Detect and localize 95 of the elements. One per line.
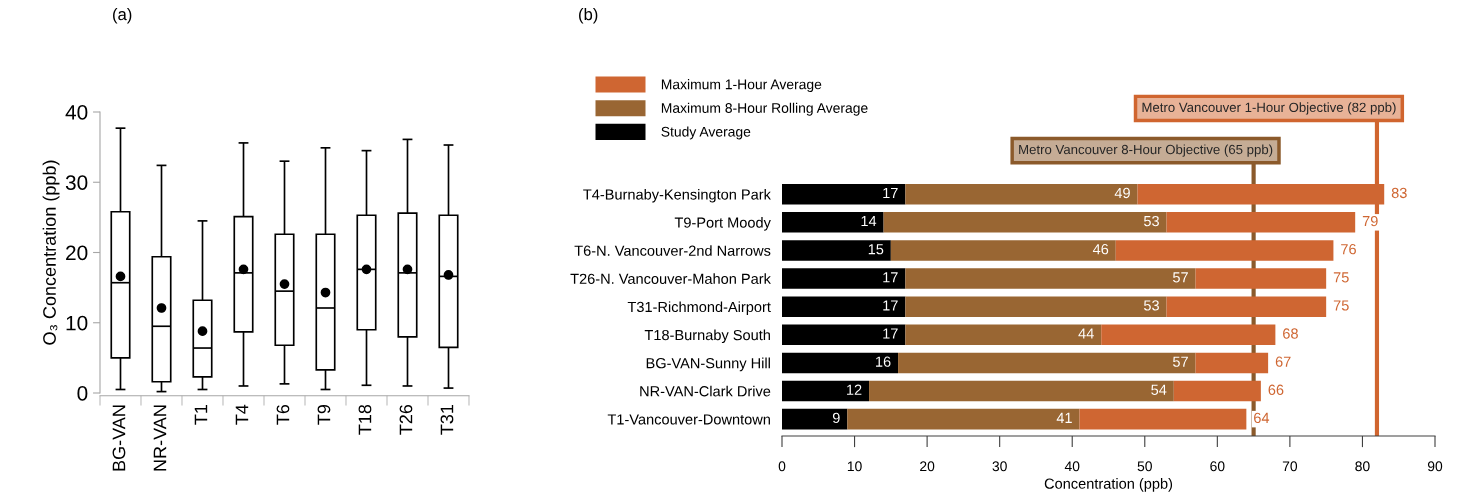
- bar: [847, 408, 1080, 430]
- bar: [898, 352, 1196, 374]
- legend-label: Study Average: [661, 126, 751, 140]
- annotation: 49: [1114, 187, 1130, 199]
- bar: [905, 183, 1138, 205]
- y-tick-label: BG-VAN-Sunny Hill: [646, 357, 770, 372]
- y-tick-label: T18-Burnaby South: [644, 329, 770, 344]
- x-tick-label: 40: [1064, 461, 1080, 472]
- annotation: 57: [1172, 356, 1188, 367]
- data-label: 14: [861, 216, 877, 227]
- annotation: 41: [1056, 412, 1072, 423]
- x-tick-label: 70: [1282, 461, 1298, 472]
- x-tick-label: T1: [194, 404, 208, 425]
- data-label: 17: [883, 272, 898, 283]
- x-tick-label: T18: [358, 404, 372, 435]
- bar: [782, 240, 891, 261]
- y-tick-label: T4-Burnaby-Kensington Park: [583, 188, 771, 203]
- annotation: 53: [1143, 300, 1159, 311]
- bar: [905, 296, 1167, 317]
- total-label: 76: [1341, 244, 1356, 255]
- x-tick-label: T4: [235, 404, 249, 425]
- bar: [1173, 380, 1261, 402]
- bar: [1115, 240, 1334, 261]
- x-tick-label: 10: [847, 461, 862, 472]
- total-label: 75: [1333, 300, 1349, 311]
- bar: [782, 212, 884, 233]
- y-axis-title: O₃ Concentration (ppb): [42, 160, 60, 345]
- bar: [782, 324, 906, 346]
- x-tick-label: T6: [276, 404, 290, 425]
- data-label: 9: [832, 412, 840, 424]
- x-tick-label: 0: [778, 461, 786, 472]
- bar: [782, 183, 906, 205]
- bar: [782, 296, 906, 317]
- total-label: 67: [1275, 356, 1291, 367]
- bar: [869, 380, 1174, 402]
- bar: [782, 268, 906, 289]
- y-tick-label: T6-N. Vancouver-2nd Narrows: [574, 245, 771, 256]
- legend-label: Maximum 8-Hour Rolling Average: [661, 102, 868, 116]
- ref-line-label: Metro Vancouver 1-Hour Objective (82 ppb): [1142, 102, 1396, 115]
- x-tick-label: BG-VAN: [112, 405, 126, 471]
- annotation: 54: [1151, 384, 1167, 395]
- x-tick-label: T9: [317, 404, 331, 425]
- data-label: 17: [883, 300, 898, 311]
- text: (b): [579, 8, 598, 24]
- bar: [883, 212, 1167, 233]
- bar: [1079, 408, 1247, 430]
- x-tick-label: 60: [1210, 461, 1225, 472]
- total-label: 64: [1254, 412, 1270, 424]
- bar: [890, 240, 1116, 261]
- bar: [905, 268, 1196, 289]
- y-tick-label: 40: [65, 105, 88, 120]
- bar: [905, 324, 1102, 346]
- bar: [1195, 268, 1327, 289]
- bar: [1195, 352, 1269, 374]
- x-axis-title: Concentration (ppb): [1044, 478, 1173, 492]
- data-label: 15: [868, 244, 884, 255]
- chart-title: (a): [113, 8, 132, 24]
- x-tick-label: 20: [920, 461, 935, 472]
- x-tick-label: NR-VAN: [153, 405, 167, 471]
- legend-label: Maximum 1-Hour Average: [661, 79, 822, 93]
- total-label: 83: [1391, 187, 1407, 199]
- y-tick-label: T1-Vancouver-Downtown: [607, 414, 770, 425]
- y-tick-label: NR-VAN-Clark Drive: [640, 385, 771, 397]
- y-tick-label: T26-N. Vancouver-Mahon Park: [570, 273, 771, 284]
- total-label: 66: [1268, 384, 1284, 395]
- y-tick-label: 0: [77, 386, 88, 401]
- data-label: 17: [883, 328, 898, 339]
- data-label: 17: [883, 187, 898, 198]
- annotation: 57: [1172, 272, 1188, 283]
- bar: [782, 352, 899, 374]
- y-tick-label: 20: [66, 245, 88, 261]
- total-label: 79: [1362, 215, 1378, 227]
- total-label: 75: [1333, 272, 1349, 283]
- bar: [1166, 212, 1356, 233]
- annotation: 46: [1092, 244, 1109, 255]
- bar: [1166, 296, 1327, 317]
- x-tick-label: 90: [1427, 461, 1443, 472]
- data-label: 16: [876, 356, 891, 367]
- bar: [782, 380, 870, 402]
- annotation: 44: [1078, 328, 1094, 339]
- y-tick-label: T31-Richmond-Airport: [627, 301, 771, 315]
- ref-line-label: Metro Vancouver 8-Hour Objective (65 ppb): [1019, 144, 1273, 157]
- y-tick-label: 10: [66, 315, 88, 331]
- x-tick-label: 50: [1137, 461, 1152, 472]
- x-tick-label: 80: [1355, 461, 1370, 472]
- x-tick-label: 30: [992, 461, 1007, 472]
- y-tick-label: 30: [65, 175, 88, 190]
- data-label: 12: [847, 384, 862, 395]
- bar: [1101, 324, 1276, 346]
- y-tick-label: T9-Port Moody: [674, 217, 771, 231]
- x-tick-label: T31: [440, 404, 454, 435]
- x-tick-label: T26: [399, 404, 413, 435]
- annotation: 53: [1143, 215, 1159, 227]
- total-label: 68: [1283, 328, 1298, 339]
- bar: [782, 408, 848, 430]
